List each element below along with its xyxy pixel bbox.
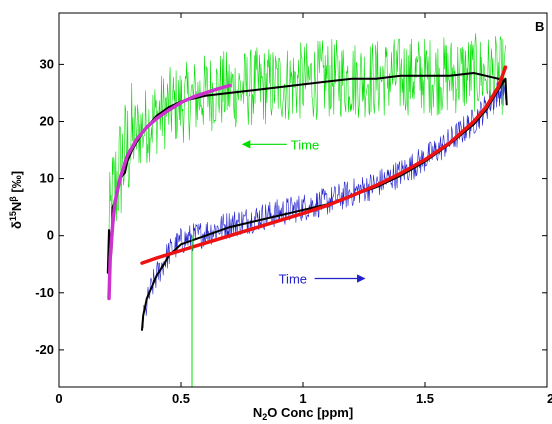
x-tick-label: 1.5 <box>416 391 434 406</box>
y-axis-label: δ15Nβ [‰] <box>8 171 24 229</box>
series-5 <box>140 65 508 265</box>
x-tick-label: 0 <box>55 391 62 406</box>
x-axis-label-post: O Conc [ppm] <box>267 405 353 420</box>
y-axis-label-sup2: β <box>8 196 18 202</box>
y-axis-label-post: [‰] <box>9 171 24 196</box>
series-layer <box>106 33 508 387</box>
y-tick-label: 0 <box>47 228 54 243</box>
y-axis-label-delta: δ <box>9 221 24 229</box>
y-tick-label: 20 <box>40 113 54 128</box>
panel-label: B <box>535 19 544 34</box>
y-tick-label: -10 <box>35 285 54 300</box>
series-4 <box>107 83 232 301</box>
ticks-layer: 0 0.5 1 1.5 2 -20 -10 0 10 20 30 <box>35 13 552 406</box>
y-tick-label: 30 <box>40 56 54 71</box>
time-annotation-green: Time <box>291 137 319 152</box>
y-axis-label-sup1: 15 <box>8 211 18 221</box>
series-1 <box>141 75 506 329</box>
x-tick-label: 2 <box>547 391 552 406</box>
series-3 <box>141 77 508 331</box>
x-axis-label-sub: 2 <box>262 412 267 422</box>
x-tick-label: 0.5 <box>172 391 190 406</box>
y-axis-label-mid: N <box>9 202 24 211</box>
y-tick-label: -20 <box>35 342 54 357</box>
x-tick-label: 1 <box>299 391 306 406</box>
annotations: Time Time <box>241 137 366 287</box>
y-tick-label: 10 <box>40 171 54 186</box>
series-0 <box>107 33 506 278</box>
x-axis-label: N2O Conc [ppm] <box>253 405 353 422</box>
x-axis-label-pre: N <box>253 405 262 420</box>
time-annotation-blue: Time <box>279 272 307 287</box>
